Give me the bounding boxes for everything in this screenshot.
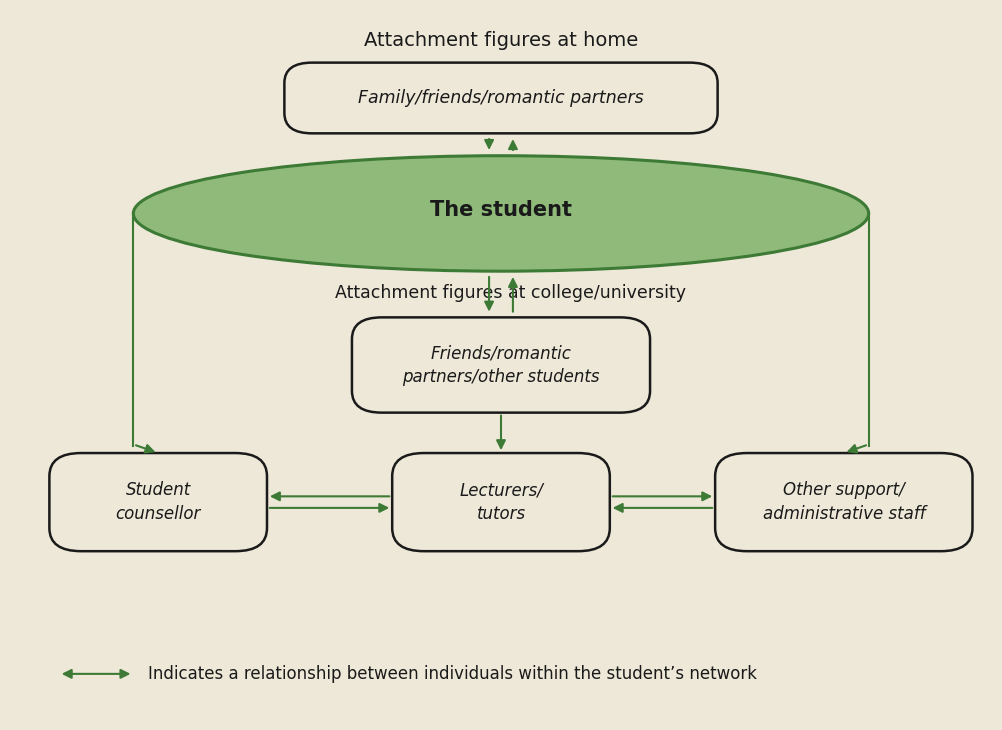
FancyBboxPatch shape [715, 453, 973, 551]
Ellipse shape [133, 155, 869, 271]
FancyBboxPatch shape [49, 453, 267, 551]
Text: Indicates a relationship between individuals within the student’s network: Indicates a relationship between individ… [148, 665, 758, 683]
Text: The student: The student [430, 200, 572, 220]
Text: Lecturers/
tutors: Lecturers/ tutors [459, 481, 543, 523]
Text: Friends/romantic
partners/other students: Friends/romantic partners/other students [402, 345, 600, 385]
Text: Other support/
administrative staff: Other support/ administrative staff [763, 481, 925, 523]
Text: Student
counsellor: Student counsellor [115, 481, 200, 523]
Text: Attachment figures at home: Attachment figures at home [364, 31, 638, 50]
Text: Family/friends/romantic partners: Family/friends/romantic partners [358, 89, 644, 107]
FancyBboxPatch shape [352, 318, 650, 412]
FancyBboxPatch shape [285, 63, 717, 134]
Text: Attachment figures at college/university: Attachment figures at college/university [336, 284, 686, 301]
FancyBboxPatch shape [392, 453, 610, 551]
